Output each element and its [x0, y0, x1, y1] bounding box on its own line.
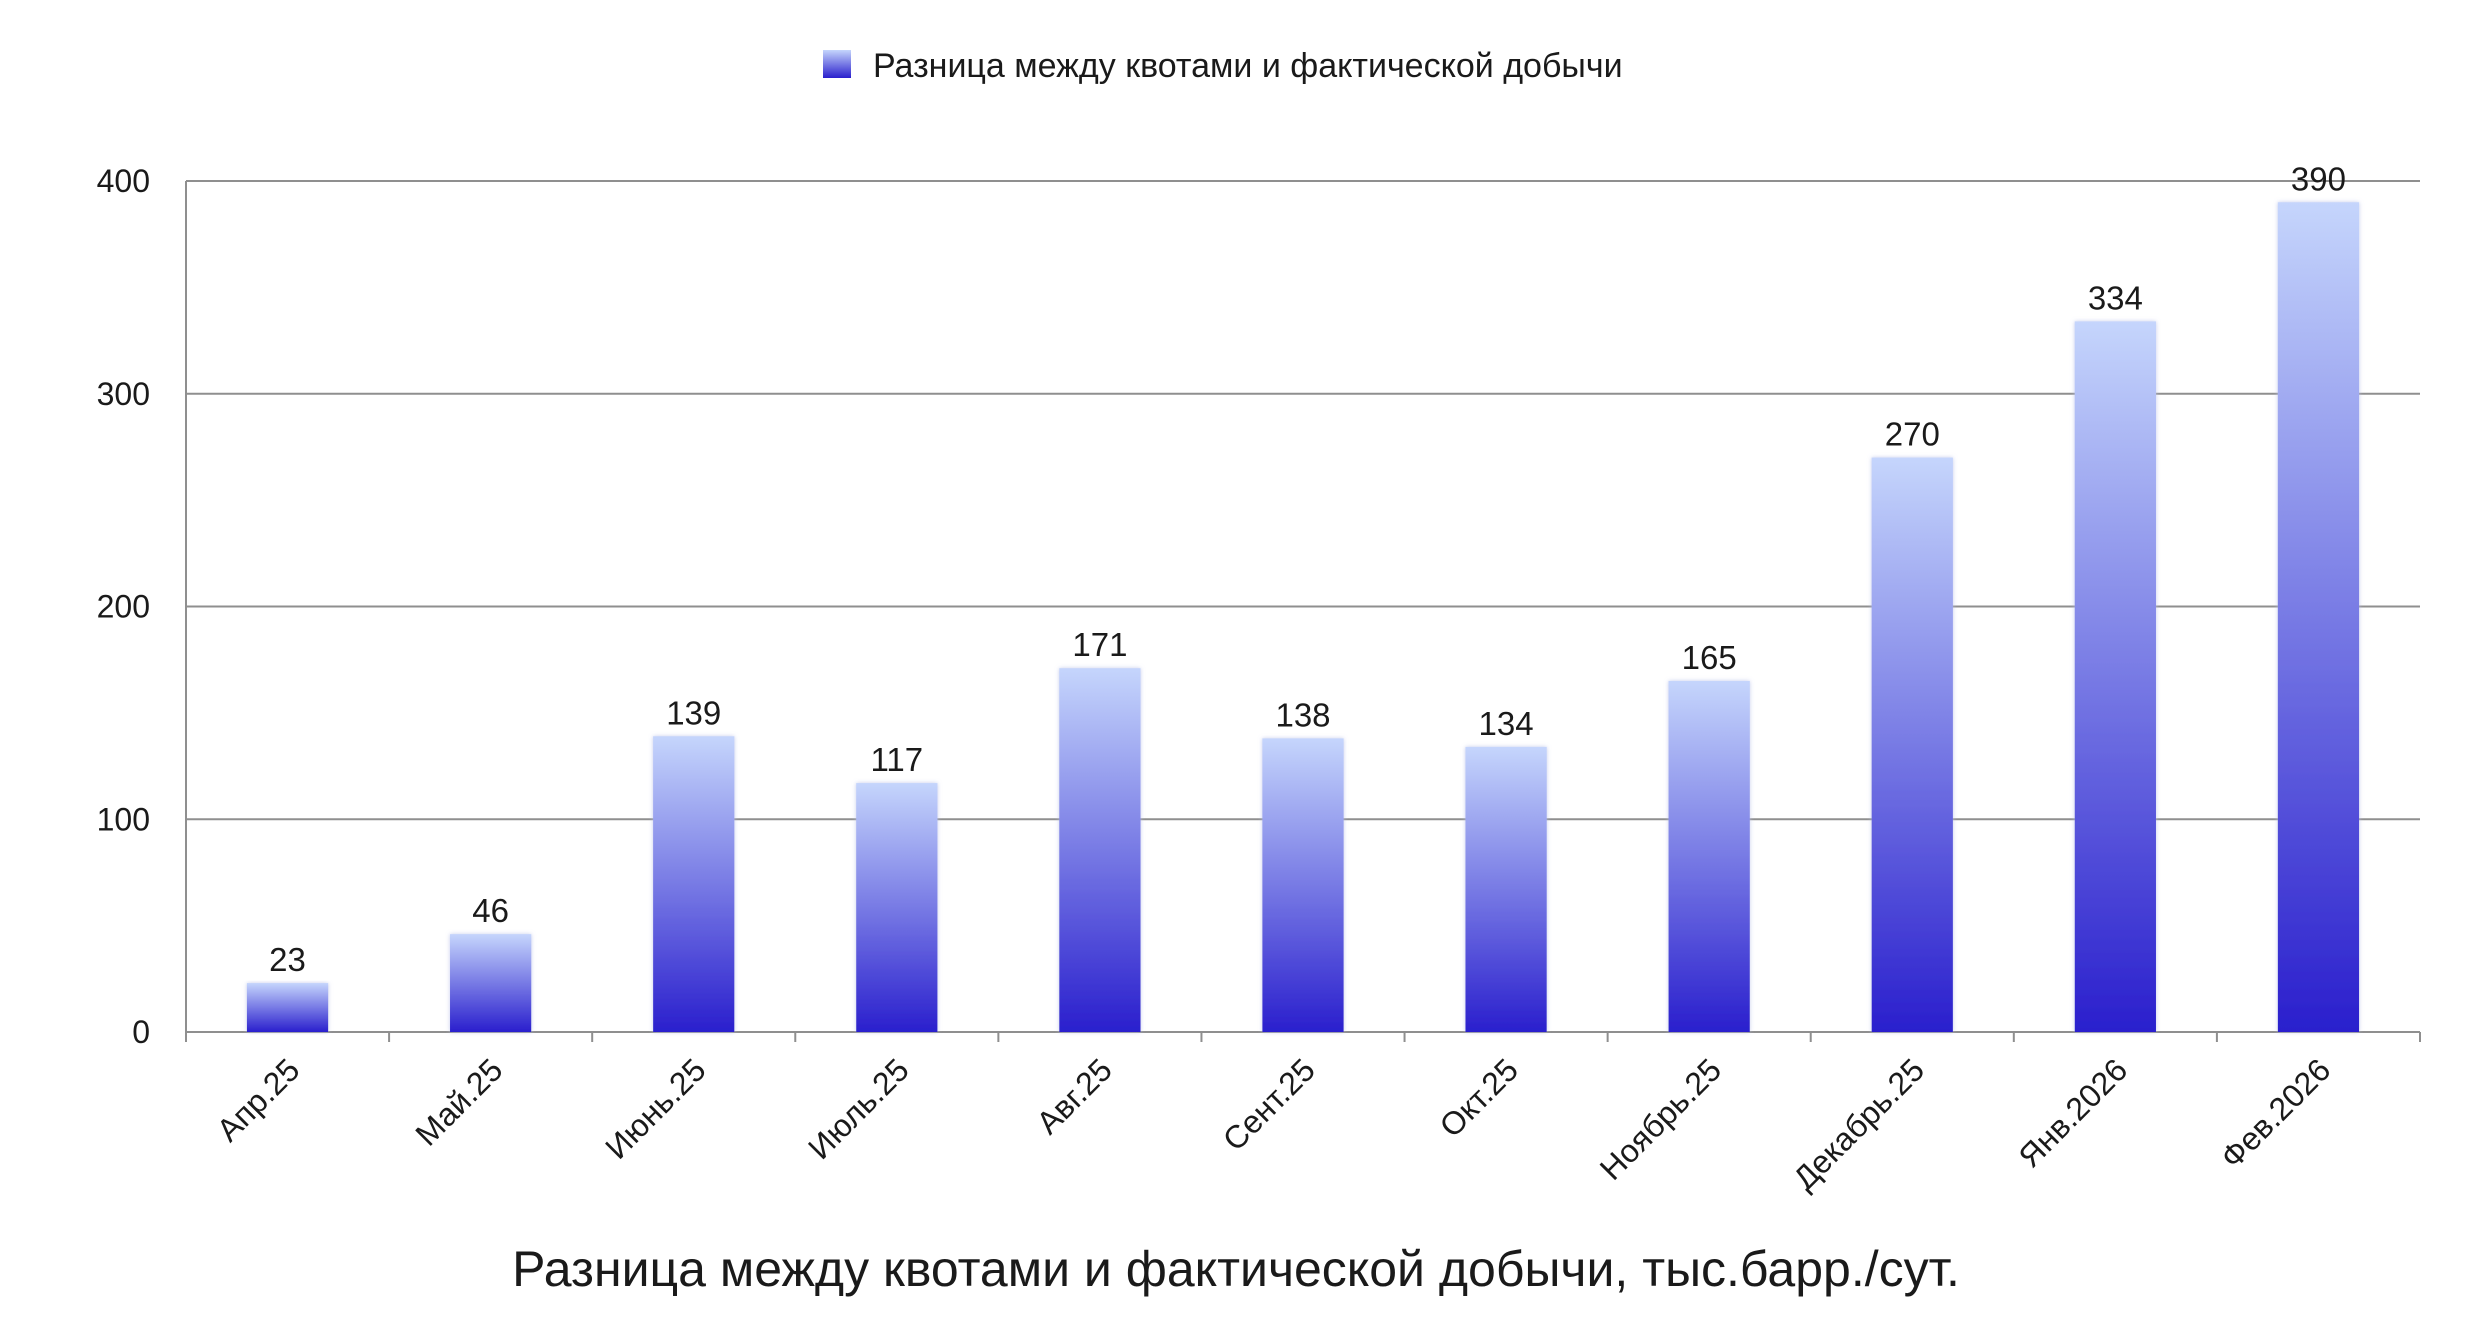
legend-swatch [823, 50, 851, 78]
legend-label: Разница между квотами и фактической добы… [873, 47, 1623, 85]
bar [2277, 202, 2360, 1032]
bar [246, 983, 329, 1032]
y-tick-label: 100 [97, 801, 150, 837]
bar [1059, 668, 1141, 1032]
data-label: 134 [1479, 705, 1534, 742]
x-tick-label: Декабрь.25 [1786, 1051, 1931, 1196]
bar [653, 736, 735, 1032]
bar [1668, 680, 1750, 1032]
data-label: 23 [269, 941, 306, 978]
bar [1871, 457, 1953, 1032]
data-labels: 23 46 139 117 171 138 134 165 270 334 390 [269, 160, 2346, 978]
y-axis-ticks: 0 100 200 300 400 [97, 163, 150, 1050]
x-tick-label: Окт.25 [1433, 1051, 1526, 1144]
bar [2074, 321, 2156, 1032]
x-tick-label: Апр.25 [210, 1051, 307, 1148]
x-tick-label: Июнь.25 [598, 1051, 712, 1165]
bar [1465, 746, 1547, 1032]
x-tick-label: Ноябрь.25 [1593, 1051, 1728, 1186]
data-label: 334 [2088, 279, 2143, 316]
bars [246, 202, 2360, 1032]
x-tick-label: Авг.25 [1029, 1051, 1119, 1141]
chart-caption: Разница между квотами и фактической добы… [512, 1241, 1960, 1297]
y-tick-label: 300 [97, 376, 150, 412]
data-label: 117 [871, 741, 924, 778]
x-axis-ticks: Апр.25 Май.25 Июнь.25 Июль.25 Авг.25 Сент.25 О… [210, 1051, 2338, 1196]
bar [450, 934, 532, 1032]
data-label: 390 [2291, 160, 2346, 197]
data-label: 46 [472, 892, 509, 929]
legend: Разница между квотами и фактической добы… [823, 47, 1623, 85]
x-tick-label: Сент.25 [1216, 1051, 1322, 1157]
data-label: 138 [1275, 696, 1330, 733]
bar [1262, 738, 1344, 1032]
data-label: 139 [666, 694, 721, 731]
x-tick-label: Фев.2026 [2214, 1051, 2338, 1175]
x-tick-label: Июль.25 [801, 1051, 916, 1166]
y-tick-label: 200 [97, 589, 150, 625]
x-tick-label: Май.25 [408, 1051, 509, 1152]
y-tick-label: 0 [132, 1014, 150, 1050]
x-tick-label: Янв.2026 [2011, 1051, 2134, 1174]
data-label: 171 [1072, 626, 1127, 663]
bar [856, 783, 938, 1032]
data-label: 165 [1682, 639, 1737, 676]
y-tick-label: 400 [97, 163, 150, 199]
data-label: 270 [1885, 416, 1940, 453]
